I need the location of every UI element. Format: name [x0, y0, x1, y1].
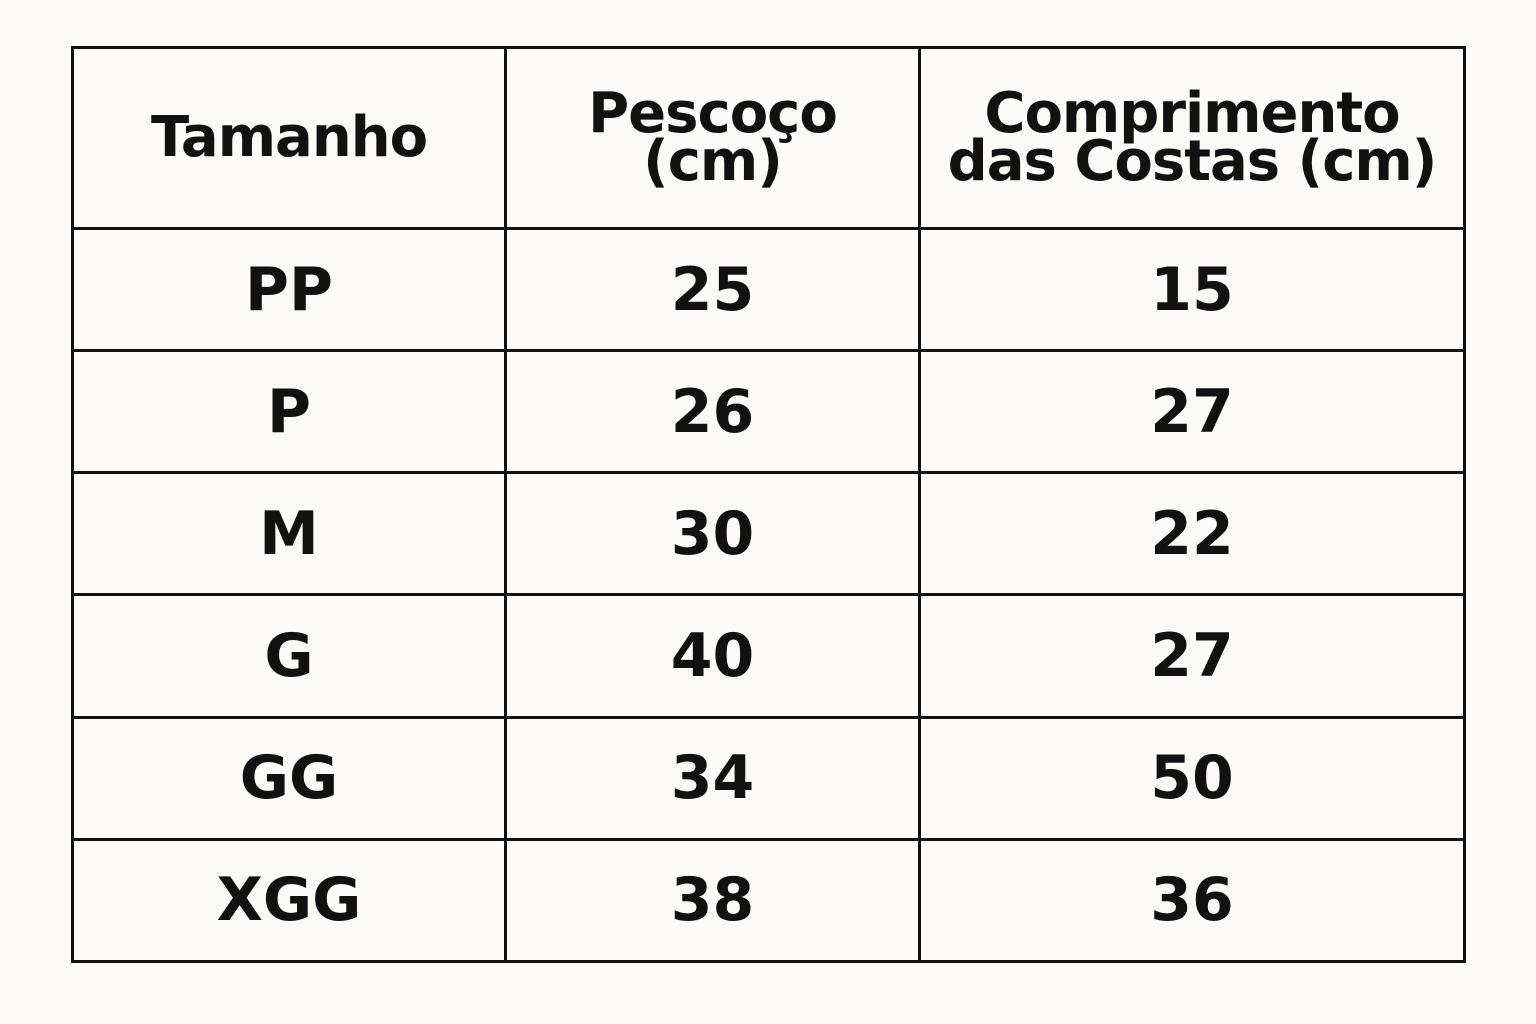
header-row: Tamanho Pescoço (cm) Comprimento das Costa…	[71, 46, 1466, 230]
table-row: M 30 22	[71, 471, 1466, 597]
table-row: PP 25 15	[71, 226, 1466, 353]
cell-neck: 30	[504, 471, 921, 597]
cell-neck: 34	[504, 715, 921, 841]
cell-back-length: 50	[918, 715, 1466, 841]
header-size: Tamanho	[71, 46, 507, 230]
cell-neck: 26	[504, 349, 921, 475]
header-size-text: Tamanho	[150, 105, 428, 170]
table-row: GG 34 50	[71, 715, 1466, 841]
header-neck: Pescoço (cm)	[504, 46, 921, 230]
cell-size: G	[71, 593, 507, 719]
cell-size: XGG	[71, 837, 507, 964]
cell-neck: 25	[504, 226, 921, 353]
header-back-line2: das Costas (cm)	[947, 129, 1438, 194]
table-row: XGG 38 36	[71, 837, 1466, 964]
cell-back-length: 27	[918, 593, 1466, 719]
table-row: G 40 27	[71, 593, 1466, 719]
header-back-length: Comprimento das Costas (cm)	[918, 46, 1466, 230]
cell-size: GG	[71, 715, 507, 841]
header-back-line1: Comprimento	[984, 81, 1400, 146]
size-table: Tamanho Pescoço (cm) Comprimento das Costa…	[71, 46, 1466, 964]
cell-size: P	[71, 349, 507, 475]
cell-back-length: 15	[918, 226, 1466, 353]
cell-back-length: 22	[918, 471, 1466, 597]
cell-back-length: 36	[918, 837, 1466, 964]
cell-neck: 38	[504, 837, 921, 964]
cell-neck: 40	[504, 593, 921, 719]
cell-size: PP	[71, 226, 507, 353]
cell-back-length: 27	[918, 349, 1466, 475]
header-neck-line2: (cm)	[643, 129, 783, 194]
header-neck-line1: Pescoço	[588, 81, 838, 146]
table-row: P 26 27	[71, 349, 1466, 475]
cell-size: M	[71, 471, 507, 597]
